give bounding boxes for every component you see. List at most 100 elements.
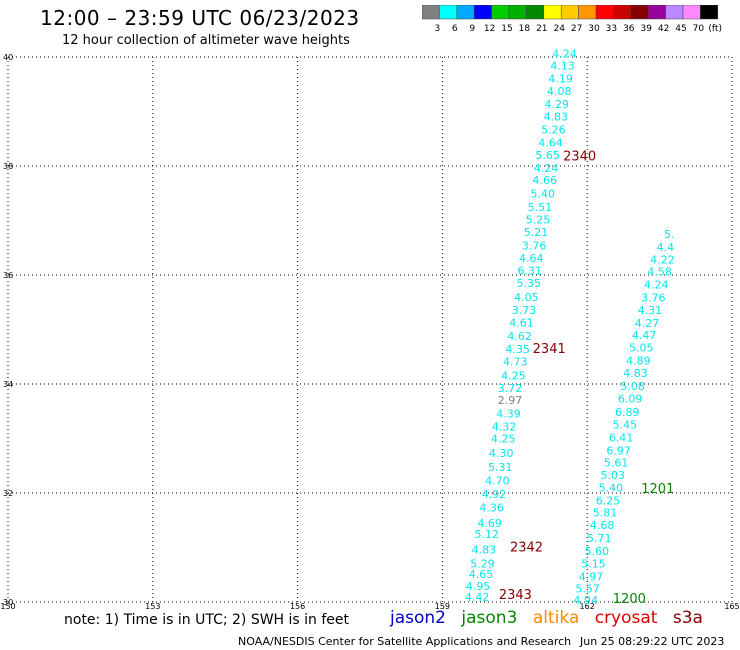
color-scale-label: 33: [606, 24, 617, 34]
wave-height-point: 5.60: [585, 545, 610, 558]
wave-height-point: 6.97: [606, 444, 631, 457]
wave-height-point: 4.58: [647, 266, 672, 279]
wave-height-point: 5.03: [601, 469, 626, 482]
wave-height-point: 4.69: [477, 517, 502, 530]
wave-height-point: 4.94: [574, 594, 599, 607]
pass-time-label: 2341: [533, 342, 566, 357]
color-scale-label: 21: [536, 24, 547, 34]
wave-height-point: 5.45: [613, 418, 638, 431]
color-scale-label: 39: [640, 24, 652, 34]
wave-height-point: 3.76: [522, 240, 547, 253]
wave-height-point: 4.31: [638, 304, 663, 317]
wave-height-point: 4.30: [489, 447, 514, 460]
wave-height-point: 5.31: [488, 461, 513, 474]
pass-time-label: 2343: [499, 588, 532, 603]
x-tick-label: 153: [145, 602, 160, 611]
color-scale-label: 70: [693, 24, 705, 34]
color-scale-label: 24: [553, 24, 565, 34]
generation-timestamp: Jun 25 08:29:22 UTC 2023: [580, 635, 725, 648]
wave-height-point: 4.64: [519, 252, 544, 265]
wave-height-point: 4.92: [482, 488, 507, 501]
color-swatch: [700, 5, 719, 20]
color-scale-label: 9: [469, 24, 475, 34]
wave-height-point: 4.36: [479, 502, 504, 515]
wave-height-point: 4.66: [532, 174, 557, 187]
wave-height-point: 4.70: [485, 474, 510, 487]
wave-height-point: 4.47: [632, 329, 657, 342]
wave-height-point: 5.12: [475, 528, 500, 541]
wave-height-point: 4.25: [501, 369, 526, 382]
wave-height-point: 6.41: [609, 431, 634, 444]
color-scale-label: 30: [588, 24, 600, 34]
x-tick-label: 159: [435, 602, 450, 611]
wave-height-point: 4.62: [507, 330, 532, 343]
wave-height-point: 5.40: [531, 187, 556, 200]
wave-height-point: 4.39: [496, 407, 521, 420]
wave-height-point: 5.40: [599, 482, 624, 495]
wave-height-point: 3.72: [498, 382, 523, 395]
wave-height-point: 5.05: [629, 341, 654, 354]
color-scale-label: 27: [571, 24, 582, 34]
color-scale-label: 15: [501, 24, 512, 34]
wave-height-point: 5.71: [587, 532, 612, 545]
wave-height-point: 4.13: [550, 60, 575, 73]
wave-height-point: 2.97: [498, 394, 523, 407]
color-scale-label: 36: [623, 24, 635, 34]
wave-height-point: 5.57: [575, 582, 600, 595]
x-tick-label: 162: [580, 602, 595, 611]
legend-altika: altika: [532, 608, 580, 628]
wave-height-point: 4.83: [623, 367, 648, 380]
pass-time-label: 2342: [510, 540, 543, 555]
wave-height-point: 4.19: [548, 72, 573, 85]
wave-height-point: 3.73: [512, 304, 537, 317]
wave-height-point: 5.29: [470, 557, 495, 570]
wave-height-point: 4.22: [650, 254, 675, 267]
wave-height-point: 4.97: [579, 570, 604, 583]
x-tick-label: 156: [290, 602, 305, 611]
wave-height-point: 4.24: [644, 278, 669, 291]
legend-jason2: jason2: [390, 608, 446, 628]
x-tick-label: 150: [0, 602, 15, 611]
color-scale-label: 45: [675, 24, 686, 34]
y-tick-label: 38: [3, 162, 13, 171]
wave-height-point: 4.73: [503, 356, 528, 369]
y-tick-label: 36: [3, 271, 13, 280]
pass-time-label: 2340: [563, 150, 596, 165]
wave-height-point: 4.29: [545, 98, 570, 111]
wave-height-point: 4.08: [547, 85, 572, 98]
wave-height-point: 4.35: [505, 343, 530, 356]
wave-height-point: 6.31: [518, 265, 543, 278]
wave-height-point: 4.65: [469, 568, 494, 581]
x-tick-label: 165: [724, 602, 739, 611]
wave-height-point: 5.35: [517, 277, 542, 290]
satellite-legend: jason2 jason3 altika cryosat s3a: [390, 608, 713, 628]
wave-height-point: 6.25: [596, 495, 621, 508]
pass-time-label: 1200: [613, 592, 646, 607]
wave-height-point: 4.25: [491, 433, 516, 446]
legend-jason3: jason3: [461, 608, 518, 628]
wave-height-point: 4.68: [590, 519, 615, 532]
color-scale-label: 3: [435, 24, 441, 34]
wave-height-point: 4.61: [509, 316, 534, 329]
color-scale-label: 12: [484, 24, 495, 34]
wave-height-point: 4.32: [492, 421, 517, 434]
wave-height-point: 3.76: [641, 291, 666, 304]
wave-height-point: 4.83: [544, 110, 569, 123]
wave-height-point: 5.25: [526, 213, 551, 226]
wave-height-point: 4.4: [657, 241, 675, 254]
y-tick-label: 32: [3, 489, 13, 498]
color-scale-label: 6: [452, 24, 458, 34]
wave-height-point: 5.81: [593, 507, 618, 520]
pass-time-label: 1201: [641, 482, 674, 497]
wave-height-point: 6.89: [615, 406, 640, 419]
wave-height-point: 4.89: [626, 355, 651, 368]
wave-height-point: 5.: [664, 228, 675, 241]
wave-height-point: 4.83: [472, 544, 497, 557]
color-scale-label: (ft): [708, 24, 722, 34]
legend-s3a: s3a: [672, 608, 703, 628]
wave-height-point: 4.05: [514, 291, 539, 304]
wave-height-point: 4.24: [534, 162, 559, 175]
wave-height-point: 5.08: [620, 380, 645, 393]
wave-height-point: 5.65: [535, 149, 560, 162]
